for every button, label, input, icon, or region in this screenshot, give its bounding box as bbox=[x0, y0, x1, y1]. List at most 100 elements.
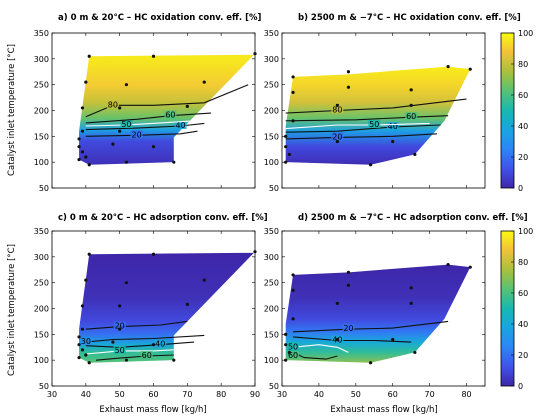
panel-b-contour-40 bbox=[285, 124, 441, 133]
panel-b-measurement-point bbox=[409, 103, 413, 107]
panel-b-measurement-point bbox=[335, 103, 339, 107]
colorbar-tick-label: 80 bbox=[518, 258, 528, 267]
panel-a-data-region bbox=[79, 53, 255, 165]
panel-a-measurement-point bbox=[202, 80, 206, 84]
panel-b-ytick-label: 200 bbox=[264, 107, 279, 116]
panel-c-measurement-point bbox=[172, 358, 176, 362]
panel-d-measurement-point bbox=[335, 337, 339, 342]
panel-a-measurement-point bbox=[77, 157, 81, 162]
panel-b-contour-label-20: 20 bbox=[332, 132, 342, 141]
panel-c-measurement-point bbox=[118, 327, 122, 331]
panel-b-contour-label-40: 40 bbox=[388, 122, 398, 131]
colorbar-bottom-ticks: 0 20 40 60 80 100 bbox=[511, 227, 533, 391]
panel-c-xtick-label: 60 bbox=[148, 390, 158, 399]
panel-d-xtick-label: 30 bbox=[277, 390, 287, 399]
colorbar-top-ticks: 0 20 40 60 80 100 bbox=[511, 29, 533, 193]
panel-a-measurement-point bbox=[124, 160, 129, 164]
colorbar-tick-label: 40 bbox=[518, 320, 528, 329]
panel-d-measurement-point bbox=[284, 343, 288, 347]
panel-c-contour-20 bbox=[85, 320, 188, 330]
panel-d-contour-label-50: 50 bbox=[288, 342, 298, 351]
panel-c-measurement-point bbox=[87, 361, 91, 365]
panel-d-xtick-label: 40 bbox=[314, 390, 324, 399]
panel-d-measurement-point bbox=[346, 270, 351, 274]
panel-d-contour-40 bbox=[293, 336, 412, 343]
panel-c-measurement-point bbox=[124, 358, 129, 362]
panel-b-measurement-point bbox=[346, 70, 351, 74]
panel-d-xtick-label: 60 bbox=[388, 390, 398, 399]
panel-a-measurement-point bbox=[151, 145, 156, 149]
panel-d-xtick-label: 80 bbox=[461, 390, 471, 399]
panel-c-contour-label-bg bbox=[140, 351, 153, 360]
panel-a-measurement-point bbox=[87, 54, 91, 58]
panel-b-title: b) 2500 m & −7°C – HC oxidation conv. ef… bbox=[298, 13, 521, 23]
panel-c-measurement-point bbox=[87, 252, 91, 256]
panel-a-contour-label-40: 40 bbox=[175, 121, 185, 130]
panel-d-measurement-point bbox=[291, 273, 295, 277]
panel-c-xtick-label: 30 bbox=[47, 390, 57, 399]
panel-d-contour-label-bg bbox=[287, 351, 300, 360]
panel-d-xlabel: Exhaust mass flow [kg/h] bbox=[330, 405, 437, 415]
panel-d-measurement-point bbox=[287, 350, 291, 355]
panel-a-ytick-label: 300 bbox=[34, 55, 49, 64]
panel-d-measurement-point bbox=[284, 358, 288, 362]
panel-b-contour-20 bbox=[285, 133, 438, 140]
panel-c-xtick-label: 40 bbox=[81, 390, 91, 399]
panel-d-measurement-point bbox=[413, 350, 417, 355]
panel-c-contour-label-60: 60 bbox=[142, 351, 152, 360]
panel-c-title: c) 0 m & 20°C – HC adsorption conv. eff.… bbox=[58, 213, 268, 223]
panel-d-ytick-label: 100 bbox=[264, 356, 279, 365]
panel-b-ytick-label: 350 bbox=[264, 29, 279, 38]
panel-b-ytick-label: 100 bbox=[264, 158, 279, 167]
panel-b-contour-label-bg bbox=[368, 119, 381, 128]
panel-b-plot: 20 40 50 60 80 50 100 150 200 250 300 350 bbox=[264, 29, 485, 193]
panel-a: a) 0 m & 20°C – HC oxidation conv. eff. … bbox=[7, 13, 262, 193]
panel-d-ytick-label: 250 bbox=[264, 279, 279, 288]
panel-d-title: d) 2500 m & −7°C – HC adsorption conv. e… bbox=[298, 213, 528, 223]
panel-b-measurement-point bbox=[291, 119, 295, 123]
colorbar-bottom-gradient bbox=[500, 230, 515, 387]
panel-c-xtick-label: 50 bbox=[115, 390, 125, 399]
panel-c-contour-30 bbox=[85, 334, 205, 343]
panel-a-contour-label-bg bbox=[130, 130, 143, 139]
panel-b-ytick-label: 250 bbox=[264, 81, 279, 90]
panel-d-measurement-point bbox=[291, 317, 295, 321]
panel-c-measurement-point bbox=[77, 355, 81, 360]
panel-b-contour-label-80: 80 bbox=[332, 106, 342, 115]
panel-d-contour-label-20: 20 bbox=[343, 324, 353, 333]
panel-a-ytick-label: 50 bbox=[39, 184, 49, 193]
panel-d-plot: 2040506050100150200250300350304050607080 bbox=[264, 227, 485, 399]
panel-c-ytick-label: 350 bbox=[34, 227, 49, 236]
panel-a-measurement-point bbox=[84, 155, 88, 159]
panel-c-measurement-point bbox=[202, 278, 206, 282]
panel-c-measurement-point bbox=[118, 304, 122, 308]
panel-b-contour-80 bbox=[285, 98, 467, 114]
panel-c-ytick-label: 200 bbox=[34, 305, 49, 314]
panel-c-ylabel: Catalyst inlet temperature [°C] bbox=[7, 244, 17, 376]
panel-c-measurement-point bbox=[80, 304, 85, 308]
panel-a-contour-60 bbox=[85, 112, 212, 124]
panel-c-contour-label-bg bbox=[113, 321, 126, 330]
panel-d-measurement-point bbox=[335, 301, 339, 305]
panel-c-ytick-label: 150 bbox=[34, 330, 49, 339]
panel-c-contour-40 bbox=[85, 341, 195, 348]
panel-d-measurement-point bbox=[391, 337, 395, 342]
panel-a-contour-label-80: 80 bbox=[108, 100, 118, 109]
panel-c-measurement-point bbox=[84, 278, 88, 282]
panel-d-xtick-label: 70 bbox=[425, 390, 435, 399]
panel-c-measurement-point bbox=[151, 343, 156, 347]
panel-b-measurement-point bbox=[468, 67, 472, 71]
panel-a-ylabel: Catalyst inlet temperature [°C] bbox=[7, 44, 17, 176]
panel-a-contour-50 bbox=[85, 120, 195, 127]
panel-d-measurement-point bbox=[368, 361, 373, 365]
panel-c-ytick-label: 100 bbox=[34, 356, 49, 365]
panel-a-ytick-label: 250 bbox=[34, 81, 49, 90]
panel-a-contour-label-bg bbox=[120, 119, 133, 128]
panel-c-contour-label-bg bbox=[154, 339, 167, 348]
panel-c-measurement-point bbox=[77, 335, 81, 339]
panel-a-contour-label-60: 60 bbox=[165, 111, 175, 120]
panel-a-measurement-point bbox=[84, 80, 88, 84]
panel-c-data-region bbox=[79, 251, 255, 363]
colorbar-tick-label: 80 bbox=[518, 60, 528, 69]
panel-c-measurement-point bbox=[253, 250, 257, 254]
